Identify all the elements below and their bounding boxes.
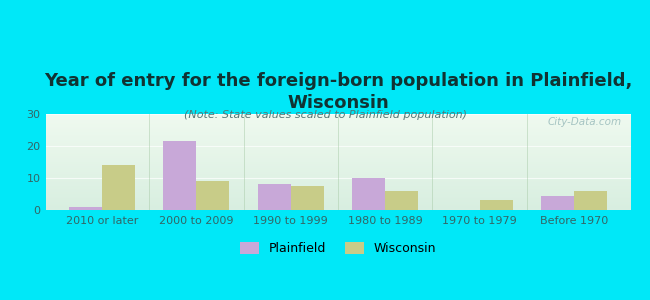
Bar <box>480 200 513 210</box>
Text: City-Data.com: City-Data.com <box>547 117 621 127</box>
Text: (Note: State values scaled to Plainfield population): (Note: State values scaled to Plainfield… <box>183 110 467 119</box>
Bar <box>102 165 135 210</box>
Title: Year of entry for the foreign-born population in Plainfield,
Wisconsin: Year of entry for the foreign-born popul… <box>44 72 632 112</box>
Bar <box>385 191 418 210</box>
Bar <box>541 196 574 210</box>
Bar <box>163 141 196 210</box>
Bar <box>352 178 385 210</box>
Bar <box>291 186 324 210</box>
Bar <box>196 181 229 210</box>
Bar <box>574 191 607 210</box>
Bar <box>69 207 102 210</box>
Bar <box>258 184 291 210</box>
Legend: Plainfield, Wisconsin: Plainfield, Wisconsin <box>235 237 441 260</box>
